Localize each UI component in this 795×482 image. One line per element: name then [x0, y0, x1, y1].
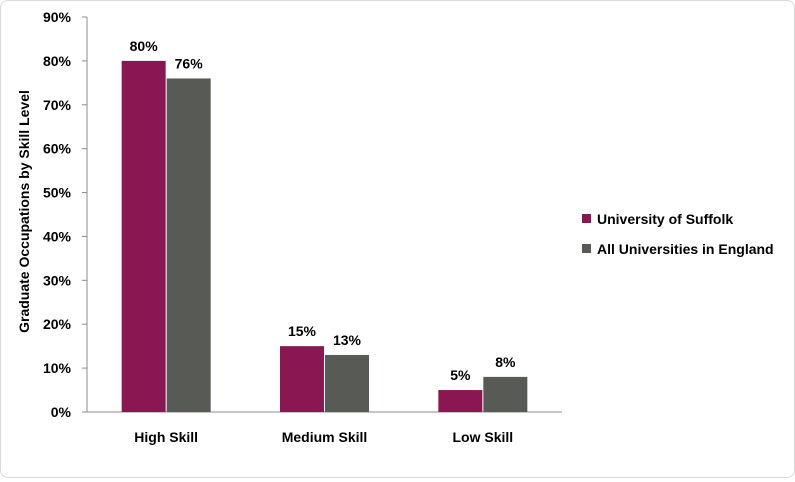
y-axis-ticks: 0% 10% 20% 30% 40% 50% 60% 70% 80% 90% [43, 9, 87, 420]
y-tick-label: 70% [43, 97, 72, 113]
data-label: 80% [130, 38, 159, 54]
data-label: 5% [450, 367, 471, 383]
bar-england-0 [166, 78, 211, 412]
legend-swatch [582, 214, 591, 223]
y-tick-label: 80% [43, 53, 72, 69]
y-tick-label: 50% [43, 185, 72, 201]
bar-england-2 [483, 376, 528, 412]
legend: University of Suffolk All Universities in… [582, 211, 774, 257]
legend-label: University of Suffolk [597, 211, 733, 227]
x-category-label: High Skill [134, 429, 198, 445]
bar-suffolk-1 [280, 346, 324, 412]
data-label: 15% [288, 323, 317, 339]
legend-label: All Universities in England [597, 241, 774, 257]
bar-suffolk-0 [121, 60, 166, 413]
data-label: 8% [495, 354, 516, 370]
x-category-label: Medium Skill [282, 429, 368, 445]
category-labels-group: High Skill Medium Skill Low Skill [134, 429, 513, 445]
y-tick-label: 0% [51, 404, 72, 420]
data-label: 13% [333, 332, 362, 348]
data-labels-group: 80% 76% 15% 13% 5% 8% [130, 38, 516, 383]
y-tick-label: 60% [43, 141, 72, 157]
bars-group [121, 60, 528, 413]
bar-suffolk-2 [438, 390, 483, 412]
y-tick-label: 30% [43, 272, 72, 288]
bar-england-1 [325, 354, 369, 412]
y-tick-label: 20% [43, 316, 72, 332]
legend-swatch [582, 244, 591, 253]
y-tick-label: 90% [43, 9, 72, 25]
y-axis-title: Graduate Occupations by Skill Level [16, 90, 32, 333]
data-label: 76% [175, 55, 204, 71]
y-tick-label: 40% [43, 228, 72, 244]
y-tick-label: 10% [43, 360, 72, 376]
x-category-label: Low Skill [452, 429, 513, 445]
